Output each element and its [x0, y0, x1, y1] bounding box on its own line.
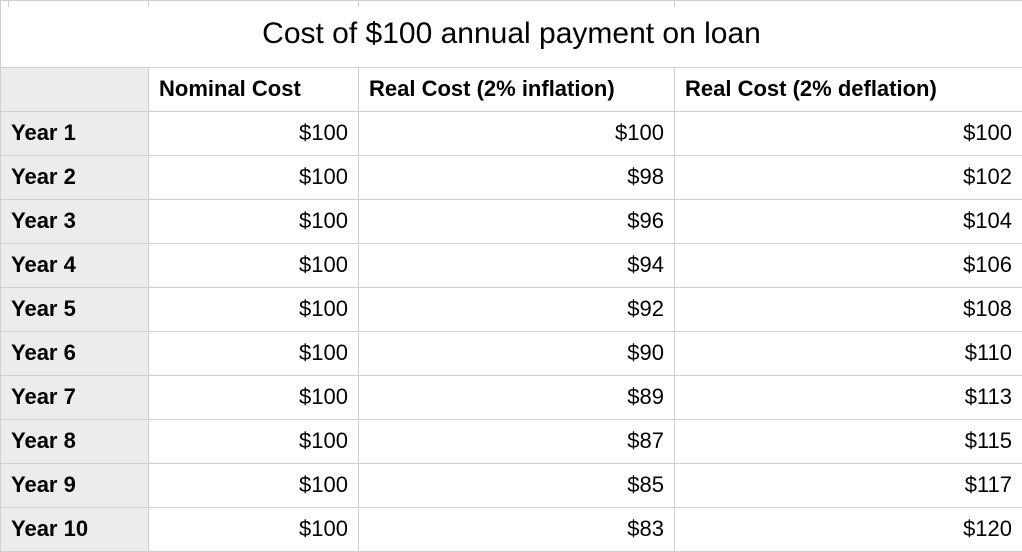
cell-nominal: $100 — [149, 243, 359, 287]
row-header: Year 3 — [1, 199, 149, 243]
table-row: Year 4 $100 $94 $106 — [1, 243, 1022, 287]
cell-nominal: $100 — [149, 419, 359, 463]
cell-nominal: $100 — [149, 155, 359, 199]
loan-cost-table: Cost of $100 annual payment on loan Nomi… — [0, 1, 1022, 552]
row-header: Year 2 — [1, 155, 149, 199]
cell-nominal: $100 — [149, 463, 359, 507]
title-row: Cost of $100 annual payment on loan — [1, 1, 1022, 67]
row-header: Year 7 — [1, 375, 149, 419]
cell-deflation: $115 — [675, 419, 1022, 463]
cell-inflation: $87 — [359, 419, 675, 463]
table-row: Year 7 $100 $89 $113 — [1, 375, 1022, 419]
cell-nominal: $100 — [149, 331, 359, 375]
cell-deflation: $108 — [675, 287, 1022, 331]
cell-nominal: $100 — [149, 199, 359, 243]
cell-nominal: $100 — [149, 111, 359, 155]
cell-deflation: $100 — [675, 111, 1022, 155]
cell-inflation: $94 — [359, 243, 675, 287]
cell-deflation: $110 — [675, 331, 1022, 375]
cell-deflation: $104 — [675, 199, 1022, 243]
row-header: Year 8 — [1, 419, 149, 463]
table-row: Year 9 $100 $85 $117 — [1, 463, 1022, 507]
cell-inflation: $96 — [359, 199, 675, 243]
cell-deflation: $113 — [675, 375, 1022, 419]
cell-nominal: $100 — [149, 507, 359, 551]
cell-deflation: $102 — [675, 155, 1022, 199]
cell-deflation: $117 — [675, 463, 1022, 507]
row-header: Year 1 — [1, 111, 149, 155]
spreadsheet-table: Cost of $100 annual payment on loan Nomi… — [0, 0, 1022, 552]
table-row: Year 2 $100 $98 $102 — [1, 155, 1022, 199]
header-inflation: Real Cost (2% inflation) — [359, 67, 675, 111]
cell-nominal: $100 — [149, 287, 359, 331]
cell-inflation: $98 — [359, 155, 675, 199]
row-header: Year 10 — [1, 507, 149, 551]
table-row: Year 8 $100 $87 $115 — [1, 419, 1022, 463]
header-blank — [1, 67, 149, 111]
table-title: Cost of $100 annual payment on loan — [1, 1, 1022, 67]
row-header: Year 4 — [1, 243, 149, 287]
header-deflation: Real Cost (2% deflation) — [675, 67, 1022, 111]
row-header: Year 9 — [1, 463, 149, 507]
cell-deflation: $106 — [675, 243, 1022, 287]
table-row: Year 5 $100 $92 $108 — [1, 287, 1022, 331]
header-nominal: Nominal Cost — [149, 67, 359, 111]
row-header: Year 5 — [1, 287, 149, 331]
row-header: Year 6 — [1, 331, 149, 375]
cell-inflation: $90 — [359, 331, 675, 375]
table-row: Year 6 $100 $90 $110 — [1, 331, 1022, 375]
cell-inflation: $85 — [359, 463, 675, 507]
cell-inflation: $100 — [359, 111, 675, 155]
table-row: Year 1 $100 $100 $100 — [1, 111, 1022, 155]
cell-nominal: $100 — [149, 375, 359, 419]
table-row: Year 3 $100 $96 $104 — [1, 199, 1022, 243]
header-row: Nominal Cost Real Cost (2% inflation) Re… — [1, 67, 1022, 111]
cell-inflation: $89 — [359, 375, 675, 419]
cell-inflation: $83 — [359, 507, 675, 551]
cell-deflation: $120 — [675, 507, 1022, 551]
cell-inflation: $92 — [359, 287, 675, 331]
table-row: Year 10 $100 $83 $120 — [1, 507, 1022, 551]
